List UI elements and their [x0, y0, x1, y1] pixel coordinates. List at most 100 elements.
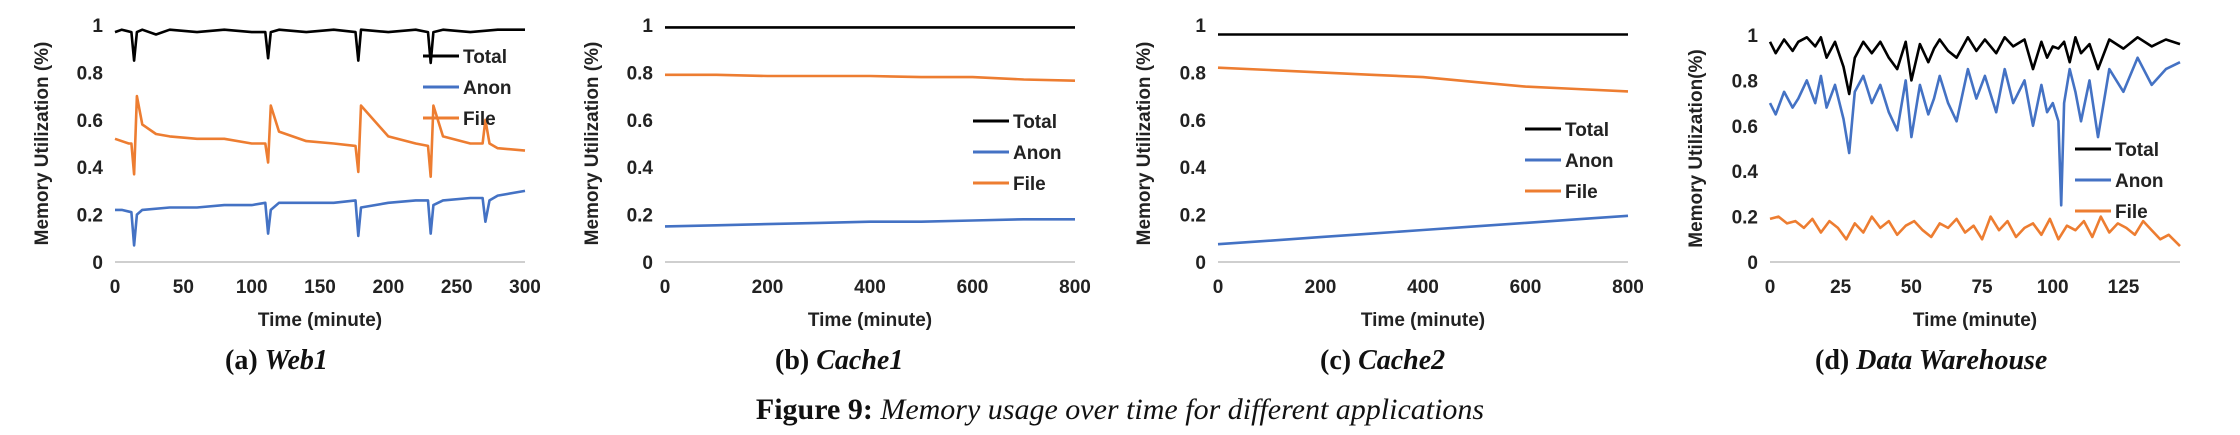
- legend-label-b-anon: Anon: [1013, 143, 1062, 164]
- series-line-d-total: [1768, 35, 2181, 96]
- y-axis-title-b: Memory Utilization (%): [582, 42, 603, 246]
- x-tick-label-a: 150: [304, 277, 336, 298]
- x-tick-label-a: 300: [509, 277, 541, 298]
- series-line-c-anon: [1217, 214, 1629, 246]
- y-tick-label-a: 1: [92, 16, 103, 37]
- series-line-a-file: [114, 94, 526, 178]
- y-tick-label-b: 1: [642, 16, 653, 37]
- series-line-b-anon: [664, 218, 1075, 228]
- subcaption-d-name: Data Warehouse: [1856, 345, 2048, 376]
- subcaption-a-prefix: (a): [225, 345, 258, 376]
- x-tick-label-d: 50: [1901, 277, 1922, 298]
- legend-b: Total Anon File: [973, 112, 1062, 195]
- y-tick-label-d: 0.8: [1732, 71, 1758, 92]
- x-tick-label-c: 600: [1510, 277, 1542, 298]
- y-tick-label-a: 0.8: [77, 63, 103, 84]
- x-tick-label-d: 0: [1765, 277, 1776, 298]
- y-tick-label-b: 0.4: [627, 158, 654, 179]
- y-axis-title-d: Memory Utilization(%): [1686, 49, 1707, 247]
- y-tick-label-c: 0.2: [1180, 206, 1206, 227]
- subcaption-c: (c) Cache2: [1320, 345, 1445, 377]
- y-tick-label-b: 0.8: [627, 63, 653, 84]
- subcaption-a-name: Web1: [264, 345, 328, 376]
- legend-c: Total Anon File: [1525, 120, 1614, 203]
- x-tick-label-b: 0: [660, 277, 671, 298]
- figure-number: Figure 9:: [755, 393, 873, 426]
- series-line-a-anon: [115, 189, 526, 247]
- y-tick-label-a: 0: [92, 253, 103, 274]
- y-tick-label-b: 0.6: [627, 111, 653, 132]
- x-axis-title-c: Time (minute): [1361, 310, 1485, 331]
- x-axis-title-a: Time (minute): [258, 310, 382, 331]
- x-tick-label-a: 200: [372, 277, 404, 298]
- y-tick-label-c: 0.8: [1180, 63, 1206, 84]
- legend-label-d-total: Total: [2115, 140, 2159, 161]
- x-axis-title-b: Time (minute): [808, 310, 932, 331]
- legend-label-b-total: Total: [1013, 112, 1057, 133]
- y-tick-label-d: 0: [1747, 253, 1758, 274]
- x-tick-label-a: 250: [441, 277, 473, 298]
- legend-label-a-file: File: [463, 109, 496, 130]
- legend-label-a-anon: Anon: [463, 78, 512, 99]
- legend-label-c-total: Total: [1565, 120, 1609, 141]
- x-tick-label-c: 200: [1305, 277, 1337, 298]
- y-tick-label-d: 1: [1747, 26, 1758, 47]
- legend-label-d-file: File: [2115, 202, 2148, 223]
- legend-label-c-anon: Anon: [1565, 151, 1614, 172]
- x-tick-label-d: 75: [1971, 277, 1993, 298]
- series-line-a-total: [114, 28, 525, 65]
- subcaption-c-name: Cache2: [1358, 345, 1446, 376]
- y-tick-label-a: 0.6: [77, 111, 103, 132]
- subcaption-b-name: Cache1: [816, 345, 904, 376]
- x-tick-label-b: 800: [1059, 277, 1091, 298]
- figure-caption-text: Memory usage over time for different app…: [880, 393, 1485, 426]
- legend-a: Total Anon File: [423, 47, 512, 130]
- x-axis-title-d: Time (minute): [1913, 310, 2037, 331]
- subcaption-d-prefix: (d): [1815, 345, 1850, 376]
- legend-label-a-total: Total: [463, 47, 507, 68]
- x-tick-label-c: 400: [1407, 277, 1439, 298]
- x-tick-label-d: 100: [2037, 277, 2069, 298]
- y-tick-label-a: 0.4: [77, 158, 104, 179]
- x-tick-label-b: 400: [854, 277, 886, 298]
- y-axis-title-c: Memory Utilization (%): [1134, 42, 1155, 246]
- x-tick-label-d: 25: [1830, 277, 1852, 298]
- subcaption-d: (d) Data Warehouse: [1815, 345, 2047, 377]
- y-axis-title-a: Memory Utilization (%): [32, 42, 53, 246]
- subcaption-a: (a) Web1: [225, 345, 328, 377]
- legend-d: Total Anon File: [2075, 140, 2164, 223]
- y-tick-label-b: 0.2: [627, 206, 653, 227]
- series-line-d-file: [1769, 215, 2181, 248]
- y-tick-label-c: 0: [1195, 253, 1206, 274]
- x-tick-label-b: 200: [752, 277, 784, 298]
- x-tick-label-a: 100: [236, 277, 268, 298]
- subcaption-b-prefix: (b): [775, 345, 810, 376]
- x-tick-label-d: 125: [2108, 277, 2140, 298]
- y-tick-label-b: 0: [642, 253, 653, 274]
- y-tick-label-c: 0.4: [1180, 158, 1207, 179]
- x-tick-label-b: 600: [957, 277, 989, 298]
- y-tick-label-a: 0.2: [77, 206, 103, 227]
- legend-label-b-file: File: [1013, 174, 1046, 195]
- legend-label-d-anon: Anon: [2115, 171, 2164, 192]
- x-tick-label-a: 0: [110, 277, 121, 298]
- chart-c: 0 200 400 600 800 0 0.2 0.4 0.6 0.8 1 Time (minute)…: [1134, 16, 1644, 331]
- legend-label-c-file: File: [1565, 182, 1598, 203]
- y-tick-label-c: 1: [1195, 16, 1206, 37]
- x-tick-label-c: 800: [1612, 277, 1644, 298]
- x-tick-label-a: 50: [173, 277, 194, 298]
- y-tick-label-c: 0.6: [1180, 111, 1206, 132]
- y-tick-label-d: 0.2: [1732, 208, 1758, 229]
- y-tick-label-d: 0.6: [1732, 117, 1758, 138]
- series-line-d-anon: [1768, 56, 2181, 207]
- series-line-c-file: [1217, 66, 1629, 93]
- x-tick-label-c: 0: [1213, 277, 1224, 298]
- chart-b: 0 200 400 600 800 0 0.2 0.4 0.6 0.8 1 Time (minute)…: [582, 16, 1091, 331]
- y-tick-label-d: 0.4: [1732, 162, 1759, 183]
- subcaption-b: (b) Cache1: [775, 345, 903, 377]
- chart-a: 0 50 100 150 200 250 300 0 0.2 0.4 0.6 0.8 1 Time (mi…: [32, 16, 541, 331]
- figure-caption: Figure 9: Memory usage over time for dif…: [0, 393, 2240, 427]
- chart-d: 0 25 50 75 100 125 0 0.2 0.4 0.6 0.8 1 Time (minute)…: [1686, 26, 2181, 331]
- subcaption-c-prefix: (c): [1320, 345, 1352, 376]
